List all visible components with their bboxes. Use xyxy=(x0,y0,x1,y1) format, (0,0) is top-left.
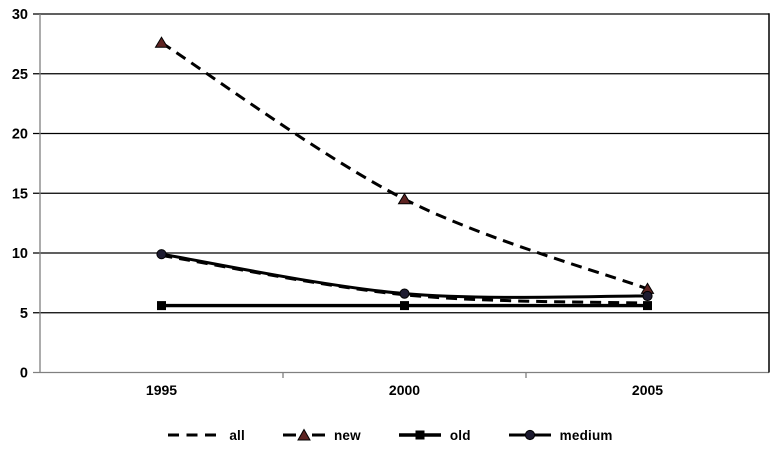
y-axis-label-0: 0 xyxy=(20,366,28,382)
marker-circle-medium-1995 xyxy=(156,249,167,260)
legend-label-old: old xyxy=(449,427,471,443)
y-axis-label-30: 30 xyxy=(12,7,28,23)
y-axis-label-10: 10 xyxy=(12,246,28,262)
solid-line-circle-icon xyxy=(508,429,551,441)
dashed-line-icon xyxy=(168,433,221,437)
dashed-line-triangle-icon xyxy=(282,428,325,441)
marker-circle-medium-2000 xyxy=(399,288,410,299)
legend: all new old medium xyxy=(0,420,779,450)
x-axis-label-1995: 1995 xyxy=(146,382,177,398)
y-axis-label-15: 15 xyxy=(12,186,28,202)
marker-square-old-2000 xyxy=(400,301,409,311)
x-axis-label-2005: 2005 xyxy=(632,382,663,398)
x-axis-label-2000: 2000 xyxy=(389,382,420,398)
y-axis-label-5: 5 xyxy=(20,306,28,322)
legend-label-new: new xyxy=(333,427,361,443)
legend-label-all: all xyxy=(229,427,245,443)
marker-circle-medium-2005 xyxy=(642,290,653,302)
legend-item-old: old xyxy=(397,427,471,443)
series-line-new xyxy=(160,41,649,291)
marker-triangle-new-2000 xyxy=(397,192,412,205)
marker-square-old-1995 xyxy=(157,301,166,311)
marker-triangle-new-1995 xyxy=(154,36,169,48)
marker-square-old-2005 xyxy=(643,301,652,311)
legend-item-medium: medium xyxy=(507,427,613,443)
y-axis-label-20: 20 xyxy=(12,127,28,143)
solid-line-square-icon xyxy=(398,430,441,440)
y-axis-label-25: 25 xyxy=(12,67,28,83)
legend-label-medium: medium xyxy=(559,427,613,443)
legend-item-all: all xyxy=(166,427,245,443)
legend-item-new: new xyxy=(281,427,361,443)
